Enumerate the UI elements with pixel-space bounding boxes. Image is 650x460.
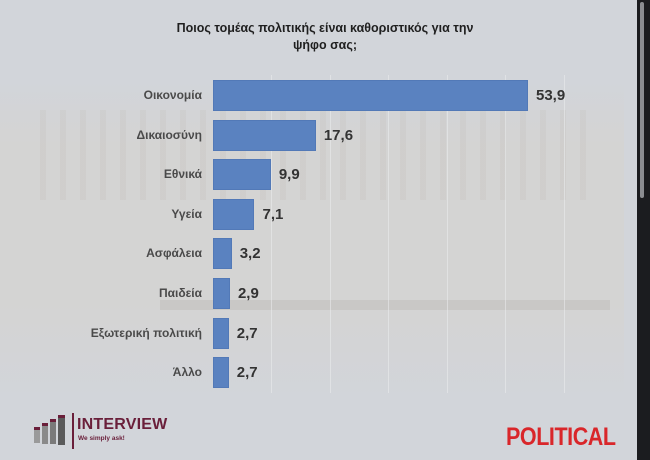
category-label: Ασφάλεια (146, 246, 202, 261)
value-label: 2,7 (236, 364, 258, 382)
interview-logo-tagline: We simply ask! (78, 435, 125, 442)
chart-title: Ποιος τομέας πολιτικής είναι καθοριστικό… (150, 20, 500, 54)
bar-row: Υγεία 7,1 (0, 198, 637, 230)
bar-row: Παιδεία 2,9 (0, 278, 637, 309)
chart-title-line-1: Ποιος τομέας πολιτικής είναι καθοριστικό… (176, 21, 474, 35)
bar-row: Εθνικά 9,9 (0, 159, 637, 191)
bar-row: Εξωτερική πολιτική 2,7 (0, 317, 637, 349)
category-label: Εθνικά (163, 167, 202, 182)
gridline (563, 75, 565, 393)
category-label: Εξωτερική πολιτική (90, 325, 202, 340)
bar-row: Οικονομία 53,9 (0, 80, 637, 111)
bar-row: Δικαιοσύνη 17,6 (0, 119, 637, 151)
gridline (505, 75, 507, 393)
bar (213, 317, 229, 349)
gridline (271, 75, 273, 393)
value-label: 53,9 (536, 87, 566, 104)
bar (213, 159, 271, 191)
bar (213, 80, 528, 111)
bar (213, 198, 255, 230)
value-label: 9,9 (278, 166, 300, 184)
gridline (446, 75, 448, 393)
right-frame-edge (637, 0, 650, 460)
value-label: 7,1 (262, 205, 284, 223)
bar (213, 357, 229, 389)
interview-logo-divider (72, 413, 74, 449)
category-label: Οικονομία (143, 88, 202, 102)
chart-title-line-2: ψήφο σας; (292, 38, 357, 52)
interview-logo: INTERVIEW We simply ask! (33, 413, 193, 449)
category-label: Άλλο (172, 365, 202, 380)
bar (213, 238, 232, 270)
gridline (388, 75, 390, 393)
political-logo: POLITICAL (506, 423, 616, 451)
bar-row: Ασφάλεια 3,2 (0, 238, 637, 270)
value-label: 17,6 (323, 126, 354, 144)
background-columns (40, 110, 600, 200)
interview-bars-icon (34, 415, 65, 445)
category-label: Υγεία (171, 206, 202, 221)
value-label: 3,2 (239, 245, 261, 263)
value-label: 2,9 (237, 285, 259, 302)
bar (213, 119, 316, 151)
scrollbar-thumb[interactable] (640, 2, 644, 198)
gridline (329, 75, 331, 393)
category-label: Παιδεία (158, 286, 202, 300)
background-steps (160, 300, 610, 310)
value-label: 2,7 (236, 324, 258, 342)
bar-row: Άλλο 2,7 (0, 357, 637, 389)
category-label: Δικαιοσύνη (136, 127, 203, 142)
interview-logo-name: INTERVIEW (77, 416, 168, 433)
bar (213, 278, 230, 309)
